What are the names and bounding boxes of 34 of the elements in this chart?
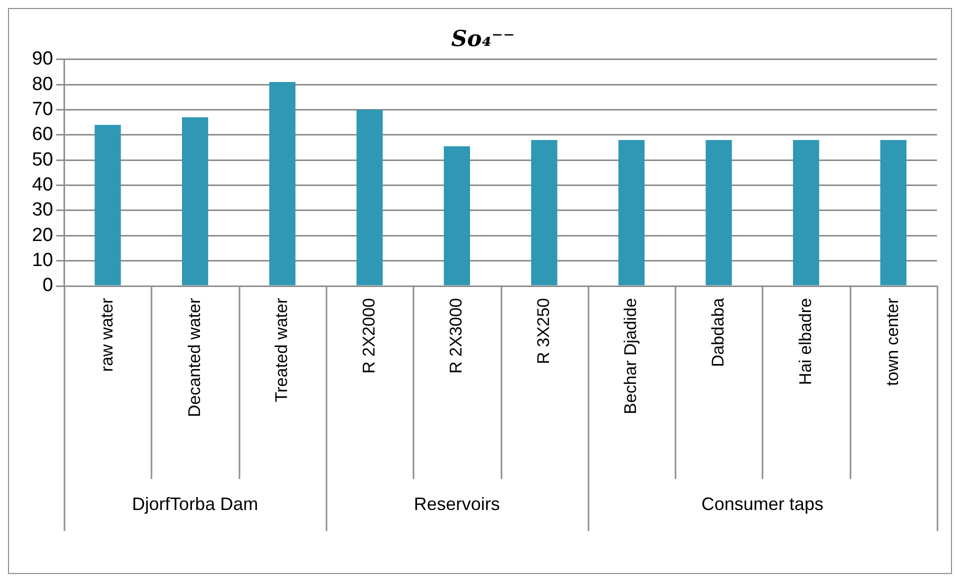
text: Consumer taps — [701, 494, 824, 514]
bar — [706, 140, 732, 286]
y-tick-label: 30 — [32, 200, 54, 221]
x-tick-label: town center — [883, 298, 902, 386]
y-tick-label: 20 — [32, 224, 54, 246]
x-tick-label: Bechar Djadide — [621, 298, 640, 414]
y-tick-label: 10 — [32, 250, 54, 272]
x-tick-label: Treated water — [272, 298, 292, 402]
y-tick-label: 80 — [32, 74, 54, 95]
x-tick-label: raw water — [97, 298, 116, 372]
bar — [269, 82, 296, 286]
bar — [356, 110, 383, 286]
y-tick-label: 60 — [32, 124, 54, 146]
bar — [792, 140, 820, 286]
y-tick-label: 0 — [42, 275, 54, 296]
x-tick-label: R 2X2000 — [359, 298, 378, 374]
y-tick-label: 40 — [32, 174, 54, 196]
bar — [531, 140, 558, 286]
text: DjorfTorba Dam — [132, 494, 258, 514]
x-tick-label: R 3X250 — [534, 298, 553, 364]
y-tick-label: 50 — [32, 149, 54, 170]
chart-title: So₄⁻⁻ — [451, 26, 515, 52]
bar — [182, 117, 208, 286]
text: Reservoirs — [414, 494, 500, 514]
x-tick-label: Hai elbadre — [796, 298, 815, 385]
bar — [618, 140, 645, 286]
x-tick-label: Dabdaba — [708, 297, 728, 368]
y-tick-label: 90 — [32, 48, 54, 70]
bar — [94, 124, 121, 286]
x-tick-label: Decanted water — [184, 298, 204, 418]
bar — [444, 146, 470, 286]
y-tick-label: 70 — [32, 98, 54, 120]
x-tick-label: R 2X3000 — [446, 298, 466, 374]
bar — [880, 140, 906, 286]
